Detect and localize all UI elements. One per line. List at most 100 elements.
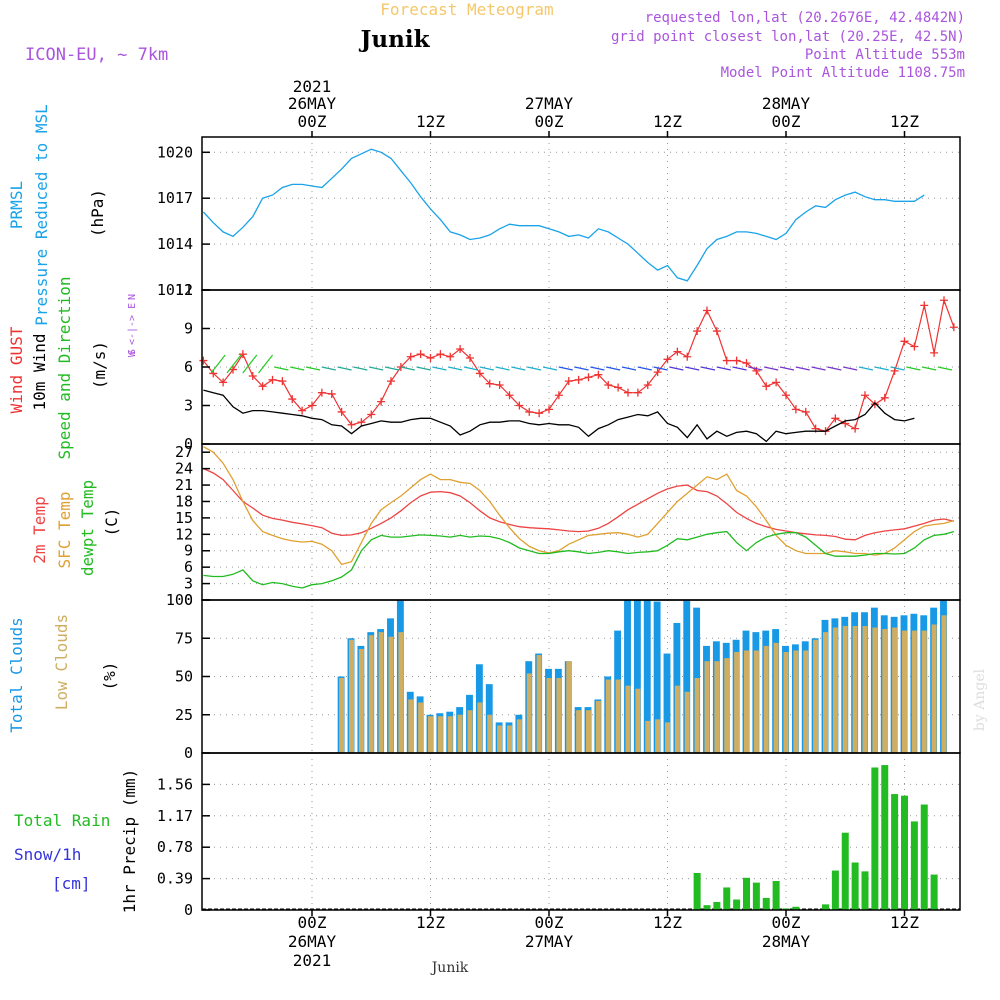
low-cloud-bar xyxy=(467,710,473,753)
wind-speed-dir-label: Speed and Direction xyxy=(55,276,74,459)
low-cloud-bar xyxy=(921,630,927,753)
wind-direction-arrow xyxy=(685,366,700,371)
low-cloud-bar xyxy=(536,655,542,753)
gust-point xyxy=(495,380,504,389)
wind-direction-arrow xyxy=(274,366,289,371)
gust-point xyxy=(199,356,208,365)
precip-bar xyxy=(910,821,918,910)
low-cloud-bar xyxy=(546,678,552,753)
low-cloud-bar xyxy=(694,678,700,753)
low-cloud-bar xyxy=(388,636,394,753)
gust-point xyxy=(554,391,563,400)
temperature-ytick-label: 24 xyxy=(175,460,193,478)
low-cloud-label: Low Clouds xyxy=(52,614,71,710)
top-title: Forecast Meteogram xyxy=(380,0,553,19)
precip-ytick-label: 0.78 xyxy=(157,838,193,856)
low-cloud-bar xyxy=(832,627,838,753)
gust-point xyxy=(485,379,494,388)
low-cloud-bar xyxy=(734,652,740,753)
low-cloud-bar xyxy=(902,630,907,753)
low-cloud-bar xyxy=(566,661,572,753)
gust-point xyxy=(742,359,751,368)
precip-bar xyxy=(930,874,938,910)
wind-direction-arrow xyxy=(653,366,668,371)
dewpoint-line xyxy=(203,530,955,589)
temperature-ytick-label: 9 xyxy=(184,542,193,560)
temp-unit: (C) xyxy=(102,508,121,537)
top-day-label: 28MAY xyxy=(762,94,811,113)
precip-bar xyxy=(733,899,741,910)
precip-bar xyxy=(831,870,839,910)
temperature-ytick-label: 6 xyxy=(184,558,193,576)
precip-ytick-label: 0 xyxy=(184,901,193,919)
wind-direction-arrow xyxy=(479,366,494,371)
low-cloud-bar xyxy=(437,716,443,753)
wind-direction-arrow xyxy=(511,366,526,371)
t2m-line xyxy=(203,468,955,541)
gust-point xyxy=(930,348,939,357)
wind-direction-arrow xyxy=(369,366,384,371)
precip-bar xyxy=(762,897,770,910)
precip-bar xyxy=(871,767,879,910)
wind-direction-arrow xyxy=(226,354,242,374)
precip-bar xyxy=(792,906,800,910)
low-cloud-bar xyxy=(625,685,631,753)
gust-point xyxy=(949,323,958,332)
wind-direction-arrow xyxy=(337,366,352,371)
gust-point xyxy=(910,342,919,351)
gust-point xyxy=(258,382,267,391)
low-cloud-bar xyxy=(556,678,562,753)
bottom-time-tick-label: 00Z xyxy=(535,913,564,932)
top-year-label: 2021 xyxy=(293,77,332,96)
gust-point xyxy=(327,389,336,398)
low-cloud-bar xyxy=(872,627,878,753)
gust-point xyxy=(357,418,366,427)
wind-ytick-label: 3 xyxy=(184,397,193,415)
gust-point xyxy=(475,369,484,378)
precip-bar xyxy=(772,881,780,910)
pressure-ytick-label: 1020 xyxy=(157,143,193,161)
low-cloud-bar xyxy=(645,720,651,753)
wind-direction-arrow xyxy=(874,366,889,371)
dewpt-label: dewpt Temp xyxy=(78,480,97,576)
gust-point xyxy=(466,354,474,363)
gust-point xyxy=(446,352,455,361)
low-cloud-bar xyxy=(635,688,641,753)
low-cloud-bar xyxy=(684,691,690,753)
gust-point xyxy=(624,388,632,397)
precip-bar xyxy=(703,905,711,910)
wind-direction-arrow xyxy=(700,366,716,371)
bottom-time-tick-label: 12Z xyxy=(653,913,682,932)
gust-line xyxy=(202,298,955,432)
gust-point xyxy=(288,395,297,404)
gust-point xyxy=(535,409,544,418)
clouds-ytick-label: 50 xyxy=(175,668,193,686)
gust-point xyxy=(238,350,247,359)
pressure-ytick-label: 1017 xyxy=(157,189,193,207)
low-cloud-bar xyxy=(882,629,888,753)
pressure-line xyxy=(202,148,925,282)
wind-direction-arrow xyxy=(400,366,415,371)
low-cloud-bar xyxy=(428,716,433,753)
model-altitude: Model Point Altitude 1108.75m xyxy=(721,65,965,81)
low-cloud-bar xyxy=(516,719,522,753)
low-cloud-bar xyxy=(941,615,947,753)
gust-point xyxy=(515,401,524,410)
low-cloud-bar xyxy=(378,632,384,753)
low-cloud-bar xyxy=(783,652,789,753)
temperature-panel-frame xyxy=(201,443,961,601)
wind-direction-arrow xyxy=(937,366,953,371)
wind-direction-arrow xyxy=(258,354,274,374)
gust-point xyxy=(308,401,316,410)
low-cloud-bar xyxy=(487,714,493,753)
bottom-time-tick-label: 00Z xyxy=(772,913,801,932)
low-cloud-bar xyxy=(418,702,424,753)
low-cloud-bar xyxy=(862,626,868,753)
sfc-temp-line xyxy=(203,446,955,566)
cloud-unit: (%) xyxy=(100,662,119,691)
gust-point xyxy=(367,410,376,419)
low-cloud-bar xyxy=(615,679,621,753)
gust-point xyxy=(900,337,909,346)
bottom-time-tick-label: 12Z xyxy=(416,913,445,932)
